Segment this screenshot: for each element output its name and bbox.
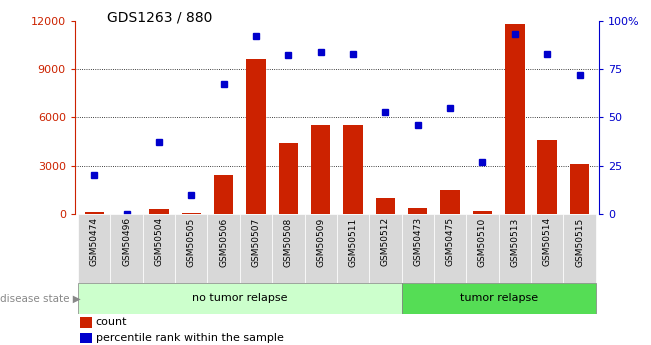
Bar: [531, 214, 563, 283]
Bar: [499, 214, 531, 283]
Text: no tumor relapse: no tumor relapse: [192, 294, 288, 303]
Text: GSM50515: GSM50515: [575, 217, 584, 267]
Text: tumor relapse: tumor relapse: [460, 294, 538, 303]
Text: count: count: [96, 317, 128, 327]
Bar: [279, 143, 298, 214]
Text: GSM50512: GSM50512: [381, 217, 390, 266]
Bar: [78, 283, 402, 314]
Bar: [149, 209, 169, 214]
Text: GSM50513: GSM50513: [510, 217, 519, 267]
Text: GSM50474: GSM50474: [90, 217, 99, 266]
Text: GDS1263 / 880: GDS1263 / 880: [107, 10, 213, 24]
Bar: [505, 24, 525, 214]
Bar: [246, 59, 266, 214]
Text: GSM50496: GSM50496: [122, 217, 131, 266]
Bar: [143, 214, 175, 283]
Text: GSM50511: GSM50511: [348, 217, 357, 267]
Bar: [214, 175, 233, 214]
Bar: [538, 140, 557, 214]
Bar: [402, 283, 596, 314]
Bar: [182, 213, 201, 214]
Bar: [111, 214, 143, 283]
Bar: [369, 214, 402, 283]
Text: GSM50507: GSM50507: [251, 217, 260, 267]
Bar: [466, 214, 499, 283]
Text: GSM50510: GSM50510: [478, 217, 487, 267]
Bar: [570, 164, 589, 214]
Text: GSM50514: GSM50514: [543, 217, 551, 266]
Bar: [434, 214, 466, 283]
Bar: [473, 211, 492, 214]
Bar: [80, 333, 92, 344]
Bar: [175, 214, 208, 283]
Bar: [80, 317, 92, 328]
Bar: [408, 208, 428, 214]
Text: GSM50508: GSM50508: [284, 217, 293, 267]
Text: GSM50505: GSM50505: [187, 217, 196, 267]
Text: GSM50506: GSM50506: [219, 217, 228, 267]
Bar: [240, 214, 272, 283]
Bar: [208, 214, 240, 283]
Bar: [311, 125, 331, 214]
Bar: [85, 212, 104, 214]
Bar: [272, 214, 305, 283]
Bar: [78, 214, 111, 283]
Bar: [563, 214, 596, 283]
Text: GSM50509: GSM50509: [316, 217, 326, 267]
Text: GSM50504: GSM50504: [154, 217, 163, 266]
Text: percentile rank within the sample: percentile rank within the sample: [96, 333, 284, 343]
Bar: [305, 214, 337, 283]
Bar: [343, 125, 363, 214]
Text: disease state ▶: disease state ▶: [0, 294, 81, 303]
Bar: [376, 198, 395, 214]
Text: GSM50475: GSM50475: [446, 217, 454, 266]
Bar: [402, 214, 434, 283]
Bar: [337, 214, 369, 283]
Bar: [441, 190, 460, 214]
Text: GSM50473: GSM50473: [413, 217, 422, 266]
